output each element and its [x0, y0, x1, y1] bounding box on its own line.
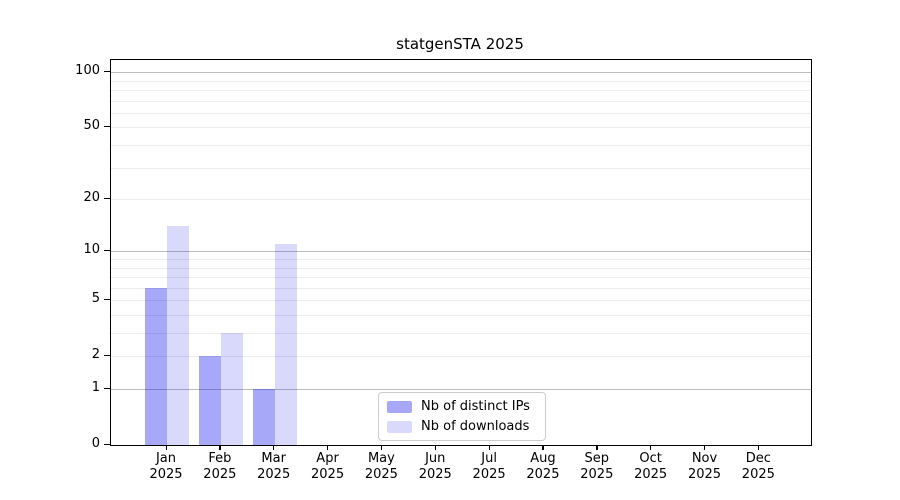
bar-distinct-ips-feb: [198, 356, 221, 445]
gridline-minor-3: [111, 333, 811, 335]
gridline-minor-70: [111, 100, 811, 102]
x-tick-dec: [757, 445, 760, 451]
x-tick-jan: [165, 445, 167, 451]
bar-distinct-ips-mar: [252, 389, 275, 445]
bar-downloads-feb: [220, 333, 243, 445]
y-tick-0: [104, 443, 110, 445]
x-tick-may: [380, 445, 383, 451]
gridline-minor-90: [111, 80, 811, 82]
bar-distinct-ips-jan: [145, 287, 167, 445]
gridline-minor-30: [111, 167, 811, 169]
gridline-minor-2: [111, 356, 811, 358]
x-tick-label-mar: Mar 2025: [257, 451, 291, 482]
y-tick-label-50: 50: [83, 118, 100, 134]
x-tick-oct: [650, 445, 652, 451]
y-tick-50: [104, 125, 110, 128]
x-tick-label-oct: Oct 2025: [634, 451, 668, 482]
x-tick-label-may: May 2025: [364, 451, 398, 482]
x-tick-nov: [704, 445, 706, 451]
gridline-minor-40: [111, 145, 811, 147]
gridline-minor-60: [111, 112, 811, 114]
gridline-minor-6: [111, 287, 811, 289]
gridline-major-1: [111, 389, 811, 390]
legend-label-downloads: Nb of downloads: [421, 418, 530, 434]
x-tick-label-aug: Aug 2025: [526, 451, 560, 482]
y-tick-2: [104, 354, 110, 357]
x-tick-apr: [327, 445, 329, 451]
legend-item-distinct-ips: Nb of distinct IPs: [387, 398, 537, 415]
legend-swatch-downloads: [387, 420, 412, 433]
gridline-minor-4: [111, 314, 811, 316]
x-tick-sep: [596, 445, 598, 451]
x-tick-feb: [219, 445, 221, 451]
chart-title: statgenSTA 2025: [396, 35, 524, 53]
gridline-minor-80: [111, 90, 811, 92]
y-tick-label-5: 5: [91, 291, 100, 307]
x-tick-label-jun: Jun 2025: [418, 451, 452, 482]
gridline-major-10: [111, 251, 811, 253]
y-tick-label-20: 20: [83, 190, 100, 206]
y-tick-20: [104, 197, 110, 199]
x-tick-jul: [488, 445, 490, 451]
gridline-minor-50: [111, 127, 811, 129]
y-tick-label-10: 10: [83, 242, 100, 258]
gridline-minor-8: [111, 267, 811, 269]
x-tick-mar: [273, 445, 275, 451]
x-tick-label-feb: Feb 2025: [203, 451, 237, 482]
x-tick-aug: [542, 445, 544, 451]
gridline-minor-7: [111, 277, 811, 279]
bar-downloads-mar: [274, 244, 297, 445]
y-tick-5: [104, 298, 110, 301]
x-tick-label-apr: Apr 2025: [311, 451, 345, 482]
legend-swatch-distinct-ips: [387, 400, 412, 413]
gridline-minor-5: [111, 300, 811, 302]
x-tick-label-jul: Jul 2025: [472, 451, 506, 482]
y-tick-100: [104, 70, 110, 72]
legend-label-distinct-ips: Nb of distinct IPs: [421, 398, 530, 414]
y-tick-label-100: 100: [75, 63, 100, 79]
x-tick-jun: [434, 445, 437, 451]
gridline-minor-20: [111, 199, 811, 201]
y-tick-label-2: 2: [91, 347, 100, 363]
y-tick-1: [104, 387, 110, 389]
x-tick-label-nov: Nov 2025: [687, 451, 722, 482]
plot-area: [110, 59, 812, 446]
x-tick-label-dec: Dec 2025: [741, 451, 775, 482]
x-tick-label-sep: Sep 2025: [580, 451, 614, 482]
legend: Nb of distinct IPs Nb of downloads: [378, 392, 546, 441]
y-tick-10: [104, 249, 110, 252]
y-tick-label-0: 0: [91, 436, 100, 451]
legend-item-downloads: Nb of downloads: [387, 418, 537, 435]
gridline-major-100: [111, 72, 811, 74]
x-tick-label-jan: Jan 2025: [149, 451, 183, 482]
gridline-minor-9: [111, 259, 811, 260]
bar-downloads-jan: [167, 226, 189, 445]
y-tick-label-1: 1: [91, 380, 100, 395]
